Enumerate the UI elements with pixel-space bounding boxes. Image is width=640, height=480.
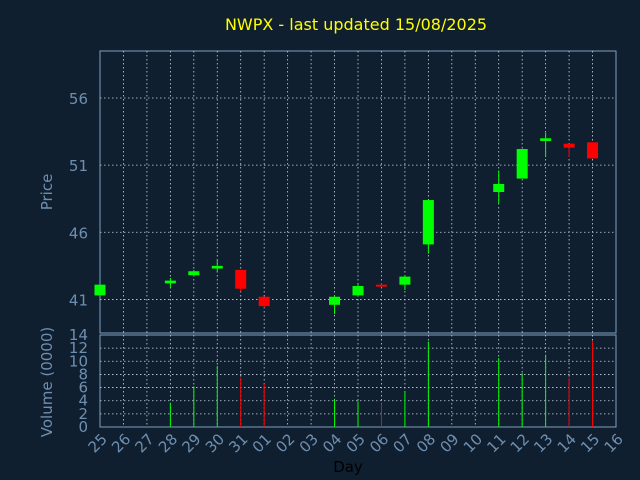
day-tick-label: 14 [554, 430, 580, 456]
day-tick-label: 08 [413, 430, 439, 456]
candle-body [375, 284, 387, 287]
candle-body [540, 138, 552, 141]
day-tick-label: 31 [225, 430, 251, 456]
day-tick-label: 12 [507, 430, 533, 456]
x-axis-label: Day [333, 458, 363, 476]
price-axis-label: Price [38, 174, 56, 211]
volume-tick-label: 8 [78, 365, 88, 383]
candle-body [422, 200, 434, 245]
volume-tick-label: 2 [78, 405, 88, 423]
candle-body [493, 183, 505, 192]
candle-body [399, 276, 411, 285]
day-tick-label: 03 [296, 430, 322, 456]
price-tick-label: 41 [69, 291, 88, 309]
candle-body [516, 149, 528, 179]
volume-tick-label: 6 [78, 379, 88, 397]
day-tick-label: 01 [249, 430, 275, 456]
volume-tick-label: 10 [69, 352, 88, 370]
day-tick-label: 11 [483, 430, 509, 456]
candle-body [587, 142, 599, 159]
price-tick-label: 51 [69, 157, 88, 175]
candle-body [188, 271, 200, 276]
day-tick-label: 09 [436, 430, 462, 456]
volume-tick-label: 4 [78, 392, 88, 410]
price-panel: 41 46 51 56 [69, 50, 617, 334]
day-tick-label: 27 [132, 430, 158, 456]
candle-body [94, 284, 106, 296]
day-tick-label: 05 [343, 430, 369, 456]
price-tick-label: 56 [69, 90, 88, 108]
day-tick-label: 06 [366, 430, 392, 456]
day-tick-label: 16 [601, 430, 627, 456]
day-tick-label: 10 [460, 430, 486, 456]
x-axis: 2526272829303101020304050607080910111213… [85, 430, 627, 456]
day-tick-label: 28 [155, 430, 181, 456]
candle-body [329, 296, 341, 305]
day-tick-label: 25 [85, 430, 111, 456]
day-tick-label: 15 [577, 430, 603, 456]
day-tick-label: 04 [319, 430, 345, 456]
volume-tick-label: 12 [69, 339, 88, 357]
candle-body [352, 286, 364, 296]
candle-body [164, 280, 176, 284]
day-tick-label: 13 [530, 430, 556, 456]
candle-body [211, 265, 223, 269]
day-tick-label: 02 [272, 430, 298, 456]
volume-axis-label: Volume (0000) [38, 327, 56, 437]
volume-tick-label: 14 [69, 326, 88, 344]
day-tick-label: 29 [178, 430, 204, 456]
candle-body [235, 269, 247, 289]
day-tick-label: 07 [390, 430, 416, 456]
volume-tick-label: 0 [78, 418, 88, 436]
day-tick-label: 30 [202, 430, 228, 456]
day-tick-label: 26 [108, 430, 134, 456]
chart-title: NWPX - last updated 15/08/2025 [225, 15, 487, 34]
candle-body [258, 296, 270, 307]
price-tick-label: 46 [69, 224, 88, 242]
candle-body [563, 143, 575, 148]
